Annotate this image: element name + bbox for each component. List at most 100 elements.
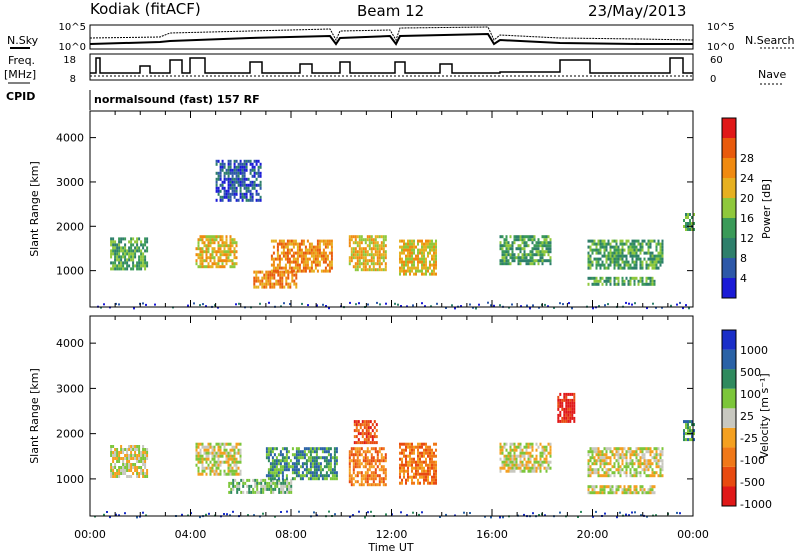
- power-cell: [219, 177, 222, 181]
- vel-cell: [116, 448, 119, 451]
- power-cell: [255, 273, 258, 277]
- power-cell: [409, 242, 411, 246]
- power-cell: [549, 259, 552, 263]
- power-cell: [519, 250, 522, 254]
- vel-cell: [285, 468, 288, 472]
- vel-cell: [130, 463, 133, 466]
- vel-cell: [419, 481, 421, 485]
- power-cell: [314, 266, 317, 270]
- vel-cell: [285, 447, 288, 451]
- vel-cell: [641, 453, 644, 457]
- vel-cell: [144, 460, 147, 463]
- vel-cell: [545, 445, 548, 449]
- vel-cell: [535, 466, 538, 470]
- power-cell: [376, 301, 378, 304]
- vel-cell: [227, 454, 230, 458]
- power-cell: [302, 260, 305, 264]
- vel-cell: [513, 469, 516, 473]
- vel-cell: [425, 442, 427, 446]
- vel-cell: [358, 471, 361, 475]
- power-cell: [284, 251, 287, 255]
- vel-cell: [363, 420, 366, 424]
- vel-cell: [653, 471, 656, 475]
- power-cell: [215, 177, 218, 181]
- vel-cell: [609, 474, 612, 478]
- power-cell: [427, 254, 429, 258]
- vel-cell: [207, 451, 210, 455]
- power-cell: [138, 264, 141, 268]
- vel-cell: [563, 419, 566, 423]
- power-cell: [223, 192, 226, 196]
- vel-cell: [419, 451, 421, 455]
- power-cell: [328, 266, 331, 270]
- vel-cell: [499, 516, 501, 519]
- power-cell: [118, 237, 121, 241]
- power-cell: [291, 279, 294, 283]
- vel-cell: [317, 462, 320, 466]
- power-cell: [100, 306, 102, 309]
- vel-cell: [565, 395, 568, 399]
- power-cell: [651, 279, 654, 283]
- power-cell: [631, 260, 634, 264]
- vel-cell: [635, 447, 638, 451]
- vel-cell: [609, 450, 612, 454]
- power-cell: [503, 241, 506, 245]
- vel-cell: [603, 471, 606, 475]
- power-cell: [621, 242, 624, 246]
- vel-cell: [199, 516, 201, 519]
- vel-cell: [291, 447, 294, 451]
- vel-cell: [110, 448, 113, 451]
- vel-cell: [309, 468, 312, 472]
- vel-cell: [601, 474, 604, 478]
- vel-cell: [547, 451, 550, 455]
- power-cell: [318, 263, 321, 267]
- vel-cell: [116, 475, 119, 478]
- power-cell: [233, 159, 236, 163]
- power-cell: [233, 171, 236, 175]
- power-cell: [513, 259, 516, 263]
- vel-cell: [523, 457, 526, 461]
- power-cell: [607, 276, 610, 280]
- vel-cell: [360, 471, 363, 475]
- power-cell: [314, 245, 317, 249]
- vel-cell: [625, 491, 628, 495]
- power-cell: [294, 260, 297, 264]
- vel-cell: [329, 456, 332, 460]
- power-cell: [407, 242, 409, 246]
- power-cell: [259, 279, 262, 283]
- power-cell: [399, 269, 401, 273]
- power-cell: [529, 238, 532, 242]
- power-cell: [478, 303, 480, 306]
- vel-cell: [641, 468, 644, 472]
- power-cell: [144, 261, 147, 265]
- vel-colorbar-tick-label: 100: [740, 388, 761, 401]
- vel-cell: [136, 454, 139, 457]
- power-cell: [223, 241, 226, 245]
- vel-cell: [380, 477, 383, 481]
- vel-cell: [327, 453, 330, 457]
- power-cell: [603, 245, 606, 249]
- power-cell: [384, 265, 387, 269]
- vel-cell: [413, 460, 415, 464]
- vel-cell: [649, 488, 652, 492]
- power-cell: [243, 159, 246, 163]
- power-cell: [409, 257, 411, 261]
- power-cell: [374, 268, 377, 272]
- power-cell: [543, 235, 546, 239]
- power-cell: [263, 276, 266, 280]
- power-cell: [233, 241, 236, 245]
- power-cell: [628, 302, 630, 305]
- vel-cell: [545, 448, 548, 452]
- vel-cell: [285, 459, 288, 463]
- power-cell: [517, 253, 520, 257]
- power-cell: [300, 239, 303, 243]
- vel-cell: [273, 465, 276, 469]
- power-cell: [229, 259, 232, 263]
- power-cell: [193, 302, 195, 305]
- power-cell: [625, 260, 628, 264]
- power-cell: [330, 248, 333, 252]
- power-cell: [605, 245, 608, 249]
- power-cell: [272, 269, 275, 273]
- power-cell: [499, 262, 502, 266]
- vel-cell: [651, 450, 654, 454]
